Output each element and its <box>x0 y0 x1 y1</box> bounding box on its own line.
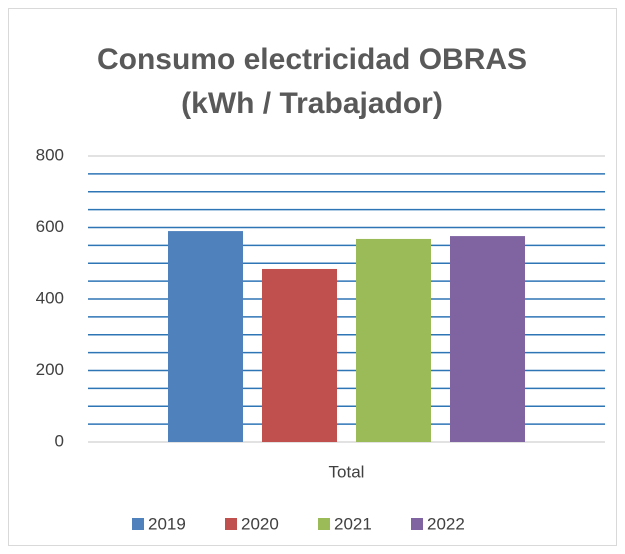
legend-label: 2020 <box>241 514 279 533</box>
y-tick-label: 400 <box>36 288 64 307</box>
y-tick-label: 200 <box>36 360 64 379</box>
legend-swatch <box>318 518 330 530</box>
legend-swatch <box>411 518 423 530</box>
y-tick-label: 0 <box>55 431 64 450</box>
y-tick-label: 800 <box>36 145 64 164</box>
bar <box>262 268 337 442</box>
bar <box>450 236 525 442</box>
chart-title: Consumo electricidad OBRAS (kWh / Trabaj… <box>96 43 528 120</box>
legend-label: 2021 <box>334 514 372 533</box>
legend-swatch <box>225 518 237 530</box>
legend-label: 2019 <box>148 514 186 533</box>
y-tick-label: 600 <box>36 217 64 236</box>
bar <box>168 231 243 442</box>
x-tick-label: Total <box>329 462 365 481</box>
legend-label: 2022 <box>427 514 465 533</box>
legend-swatch <box>132 518 144 530</box>
bar <box>356 238 431 442</box>
